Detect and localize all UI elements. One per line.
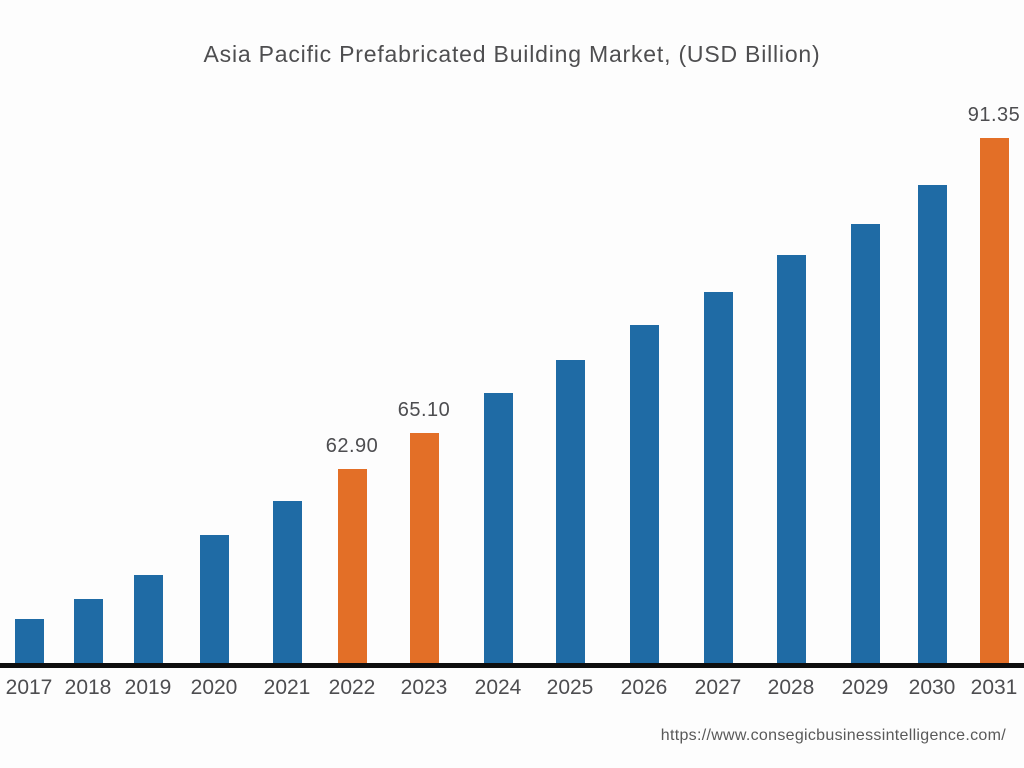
x-tick-label-2021: 2021 bbox=[263, 676, 311, 699]
data-label-2022: 62.90 bbox=[325, 435, 379, 457]
x-tick-label-2023: 2023 bbox=[400, 676, 448, 699]
data-label-2031: 91.35 bbox=[967, 104, 1021, 126]
x-tick-label-2025: 2025 bbox=[546, 676, 594, 699]
source-url: https://www.consegicbusinessintelligence… bbox=[660, 727, 1006, 744]
bar-2019 bbox=[133, 575, 163, 663]
bar-2022 bbox=[337, 469, 367, 663]
bar-2026 bbox=[629, 325, 659, 663]
bar-2024 bbox=[483, 393, 513, 663]
x-tick-label-2031: 2031 bbox=[970, 676, 1018, 699]
bar-2025 bbox=[555, 360, 585, 663]
x-tick-label-2028: 2028 bbox=[767, 676, 815, 699]
x-tick-label-2029: 2029 bbox=[841, 676, 889, 699]
x-tick-label-2026: 2026 bbox=[620, 676, 668, 699]
bar-2031 bbox=[979, 138, 1009, 663]
x-tick-label-2027: 2027 bbox=[694, 676, 742, 699]
data-label-2023: 65.10 bbox=[397, 399, 451, 421]
x-tick-label-2020: 2020 bbox=[190, 676, 238, 699]
x-tick-label-2024: 2024 bbox=[474, 676, 522, 699]
bar-2020 bbox=[199, 535, 229, 663]
x-tick-label-2030: 2030 bbox=[908, 676, 956, 699]
bar-2027 bbox=[703, 292, 733, 663]
x-axis-line bbox=[0, 663, 1024, 668]
bar-2030 bbox=[917, 185, 947, 663]
bar-2021 bbox=[272, 501, 302, 663]
bar-2023 bbox=[409, 433, 439, 663]
x-tick-label-2018: 2018 bbox=[64, 676, 112, 699]
bar-2017 bbox=[14, 619, 44, 663]
bar-2029 bbox=[850, 224, 880, 663]
x-tick-label-2019: 2019 bbox=[124, 676, 172, 699]
chart-title: Asia Pacific Prefabricated Building Mark… bbox=[203, 41, 821, 67]
x-tick-label-2022: 2022 bbox=[328, 676, 376, 699]
x-tick-label-2017: 2017 bbox=[5, 676, 53, 699]
bar-2018 bbox=[73, 599, 103, 663]
bar-2028 bbox=[776, 255, 806, 663]
